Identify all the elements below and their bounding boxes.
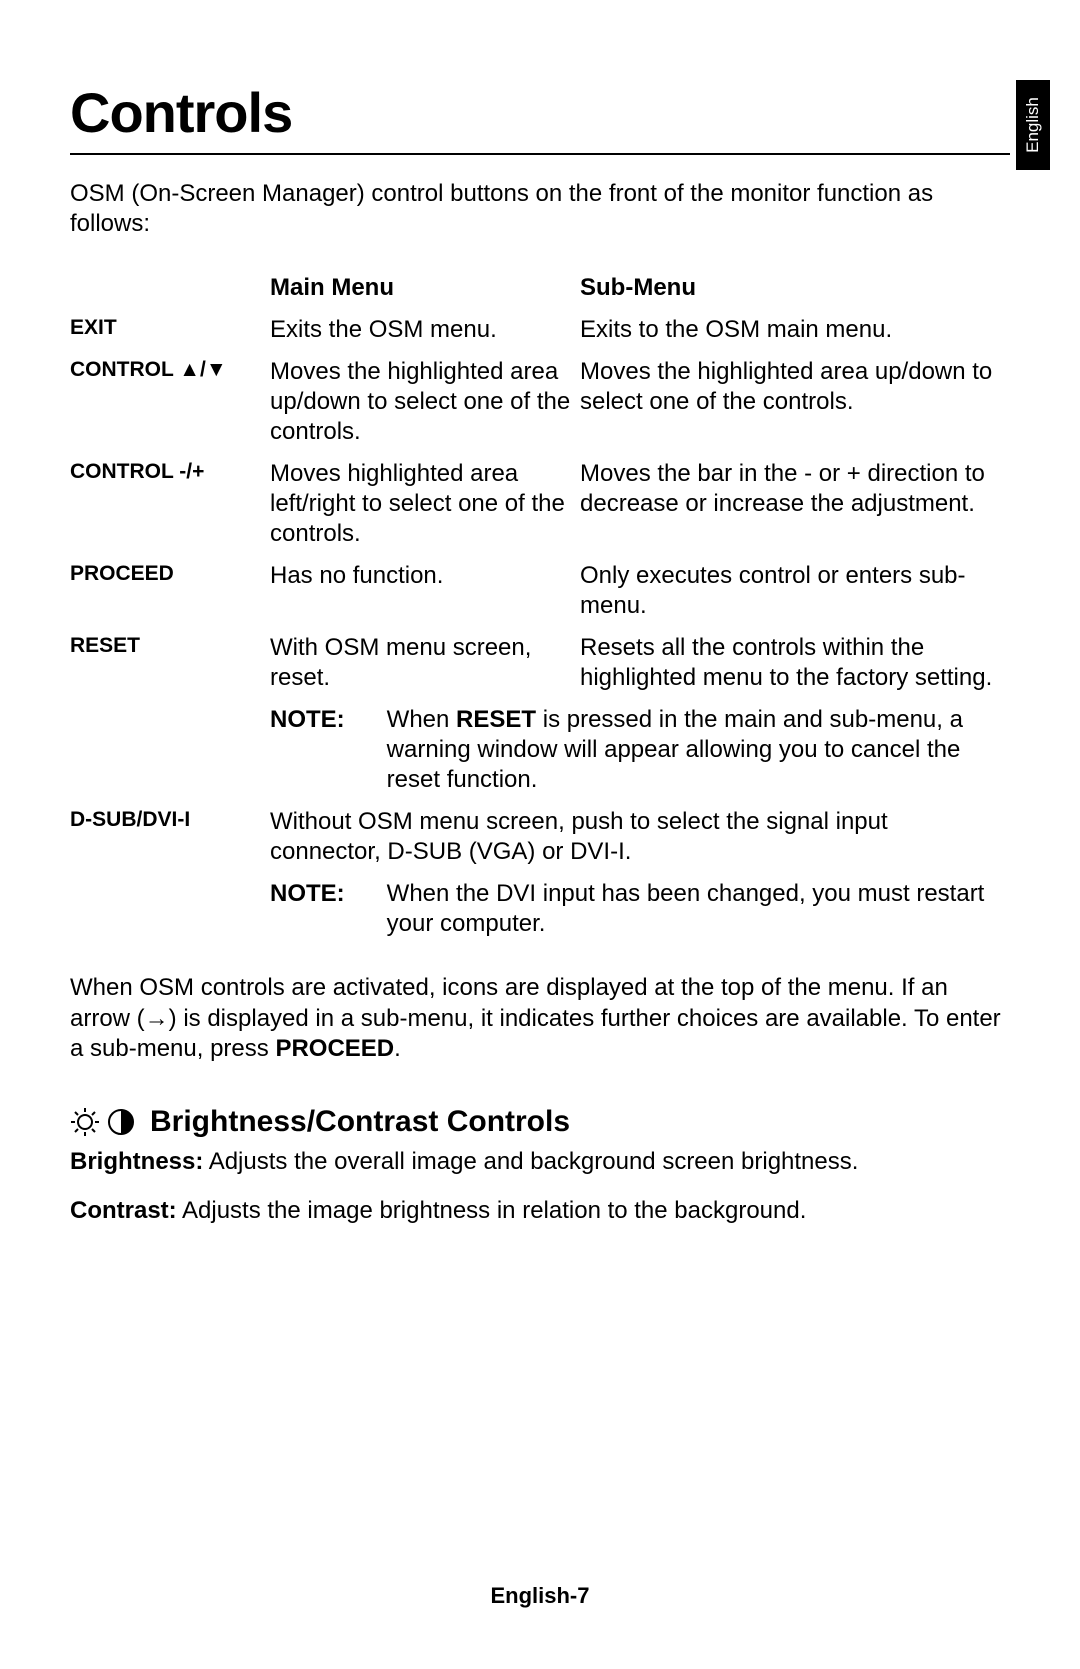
header-sub-menu: Sub-Menu: [580, 267, 1010, 309]
brightness-icon: [70, 1107, 100, 1137]
page-title: Controls: [70, 80, 1010, 145]
note-row-dvi: NOTE: When the DVI input has been change…: [70, 873, 1010, 945]
cell-reset-main: With OSM menu screen, reset.: [270, 627, 580, 699]
cell-exit-sub: Exits to the OSM main menu.: [580, 309, 1010, 351]
cell-dsub-full: Without OSM menu screen, push to select …: [270, 801, 1010, 873]
row-label-exit: EXIT: [70, 309, 270, 351]
table-row: PROCEED Has no function. Only executes c…: [70, 555, 1010, 627]
note-label: NOTE:: [270, 705, 380, 735]
note-label: NOTE:: [270, 879, 380, 909]
cell-proceed-main: Has no function.: [270, 555, 580, 627]
language-tab-label: English: [1023, 97, 1043, 153]
table-row: CONTROL -/+ Moves highlighted area left/…: [70, 453, 1010, 555]
cell-ctrlud-main: Moves the highlighted area up/down to se…: [270, 351, 580, 453]
note-row-reset: NOTE: When RESET is pressed in the main …: [70, 699, 1010, 801]
section-heading-row: Brightness/Contrast Controls: [70, 1105, 1010, 1139]
intro-text: OSM (On-Screen Manager) control buttons …: [70, 179, 1010, 239]
title-rule: [70, 153, 1010, 155]
cell-ctrlpm-sub: Moves the bar in the - or + direction to…: [580, 453, 1010, 555]
row-label-control-updown: CONTROL ▲/▼: [70, 351, 270, 453]
row-label-control-plusminus: CONTROL -/+: [70, 453, 270, 555]
contrast-icon: [106, 1107, 136, 1137]
osm-paragraph: When OSM controls are activated, icons a…: [70, 973, 1010, 1065]
table-row: EXIT Exits the OSM menu. Exits to the OS…: [70, 309, 1010, 351]
table-row: RESET With OSM menu screen, reset. Reset…: [70, 627, 1010, 699]
controls-table: Main Menu Sub-Menu EXIT Exits the OSM me…: [70, 267, 1010, 945]
section-heading: Brightness/Contrast Controls: [150, 1105, 570, 1139]
header-main-menu: Main Menu: [270, 267, 580, 309]
note-reset-text: When RESET is pressed in the main and su…: [387, 705, 999, 795]
table-header-row: Main Menu Sub-Menu: [70, 267, 1010, 309]
cell-exit-main: Exits the OSM menu.: [270, 309, 580, 351]
contrast-description: Contrast: Adjusts the image brightness i…: [70, 1196, 1010, 1227]
brightness-contrast-icons: [70, 1107, 136, 1137]
table-row: CONTROL ▲/▼ Moves the highlighted area u…: [70, 351, 1010, 453]
cell-proceed-sub: Only executes control or enters sub-menu…: [580, 555, 1010, 627]
cell-ctrlud-sub: Moves the highlighted area up/down to se…: [580, 351, 1010, 453]
brightness-description: Brightness: Adjusts the overall image an…: [70, 1147, 1010, 1178]
table-row: D-SUB/DVI-I Without OSM menu screen, pus…: [70, 801, 1010, 873]
row-label-proceed: PROCEED: [70, 555, 270, 627]
manual-page: English Controls OSM (On-Screen Manager)…: [0, 0, 1080, 1669]
language-tab: English: [1016, 80, 1050, 170]
page-footer: English-7: [0, 1583, 1080, 1609]
row-label-dsub: D-SUB/DVI-I: [70, 801, 270, 873]
cell-reset-sub: Resets all the controls within the highl…: [580, 627, 1010, 699]
row-label-reset: RESET: [70, 627, 270, 699]
cell-ctrlpm-main: Moves highlighted area left/right to sel…: [270, 453, 580, 555]
note-dvi-text: When the DVI input has been changed, you…: [387, 879, 999, 939]
